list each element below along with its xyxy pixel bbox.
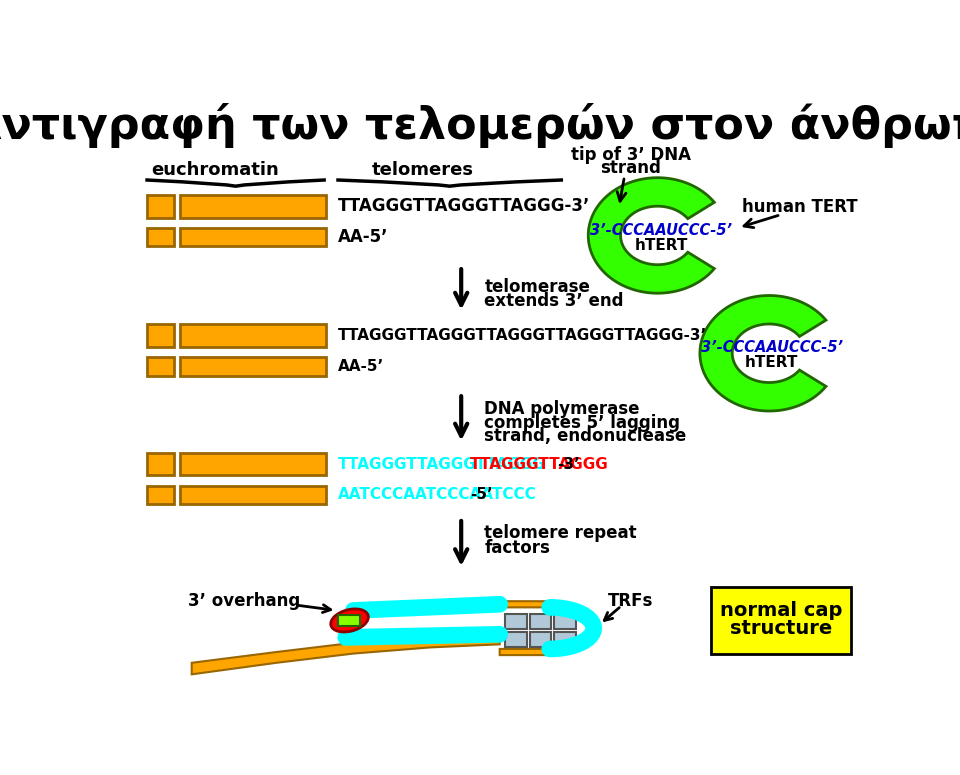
Text: normal cap: normal cap — [720, 601, 843, 620]
Text: 3’ overhang: 3’ overhang — [188, 592, 300, 610]
Text: AA-5’: AA-5’ — [338, 359, 384, 374]
Text: human TERT: human TERT — [742, 198, 858, 216]
Text: hTERT: hTERT — [745, 355, 798, 370]
Polygon shape — [192, 634, 500, 674]
Text: factors: factors — [484, 539, 550, 557]
Polygon shape — [700, 295, 826, 411]
Text: strand, endonuclease: strand, endonuclease — [484, 428, 686, 446]
Bar — [180, 357, 326, 376]
Bar — [147, 486, 174, 505]
Text: structure: structure — [731, 619, 832, 639]
Bar — [180, 195, 326, 218]
Bar — [147, 195, 174, 218]
Bar — [554, 614, 576, 629]
Text: hTERT: hTERT — [635, 238, 688, 253]
Text: Αντιγραφή των τελομερών στον άνθρωπο: Αντιγραφή των τελομερών στον άνθρωπο — [0, 103, 960, 148]
Text: TTAGGGTTAGGGTTAGGG: TTAGGGTTAGGGTTAGGG — [338, 456, 546, 472]
Text: 3’-CCCAAUCCC-5’: 3’-CCCAAUCCC-5’ — [701, 339, 843, 355]
Bar — [147, 228, 174, 246]
Bar — [180, 228, 326, 246]
Bar — [554, 632, 576, 647]
Text: -5’: -5’ — [469, 487, 492, 502]
Bar — [505, 632, 527, 647]
Text: 3’-CCCAAUCCC-5’: 3’-CCCAAUCCC-5’ — [590, 222, 732, 238]
Polygon shape — [500, 601, 600, 655]
Text: tip of 3’ DNA: tip of 3’ DNA — [570, 146, 690, 164]
Bar — [147, 324, 174, 347]
Bar — [530, 632, 551, 647]
Text: telomeres: telomeres — [372, 161, 473, 179]
Bar — [147, 357, 174, 376]
Bar — [338, 615, 360, 626]
Text: -3’: -3’ — [558, 456, 580, 472]
Text: AA-5’: AA-5’ — [338, 228, 389, 246]
Text: TTAGGGTTAGGG: TTAGGGTTAGGG — [469, 456, 609, 472]
Bar — [180, 453, 326, 475]
Text: AATCCCAATCCCAATCCC: AATCCCAATCCCAATCCC — [338, 487, 537, 502]
Text: TRFs: TRFs — [608, 592, 654, 610]
Text: telomerase: telomerase — [484, 278, 590, 296]
Text: telomere repeat: telomere repeat — [484, 525, 636, 542]
FancyBboxPatch shape — [711, 587, 851, 653]
Text: extends 3’ end: extends 3’ end — [484, 292, 624, 310]
Text: DNA polymerase: DNA polymerase — [484, 400, 639, 418]
Ellipse shape — [331, 609, 369, 632]
Polygon shape — [588, 177, 714, 293]
Text: TTAGGGTTAGGGTTAGGG-3’: TTAGGGTTAGGGTTAGGG-3’ — [338, 197, 590, 215]
Bar — [180, 486, 326, 505]
Bar — [180, 324, 326, 347]
Text: strand: strand — [600, 159, 661, 177]
Text: TTAGGGTTAGGGTTAGGGTTAGGGTTAGGG-3’: TTAGGGTTAGGGTTAGGGTTAGGGTTAGGG-3’ — [338, 328, 708, 343]
Bar — [530, 614, 551, 629]
Text: euchromatin: euchromatin — [151, 161, 278, 179]
Bar — [147, 453, 174, 475]
Bar — [505, 614, 527, 629]
Text: completes 5’ lagging: completes 5’ lagging — [484, 414, 681, 432]
